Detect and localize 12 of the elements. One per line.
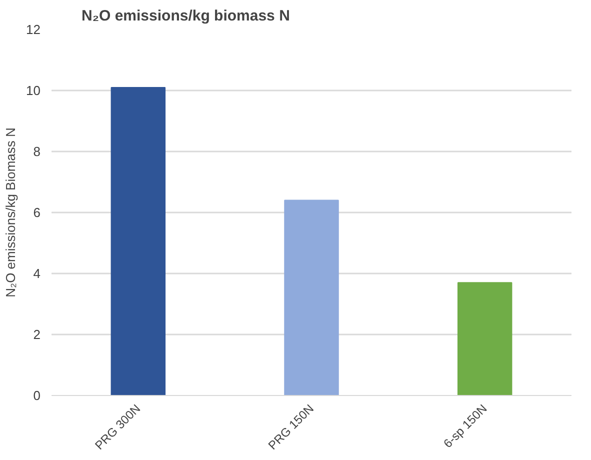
y-tick-label: 6 [33, 205, 41, 220]
y-tick-label: 8 [33, 144, 41, 159]
bar [110, 86, 166, 396]
bar [457, 282, 512, 396]
chart-title: N₂O emissions/kg biomass N [82, 8, 290, 24]
y-tick-label: 4 [33, 266, 41, 281]
y-tick-label: 0 [33, 388, 41, 403]
y-tick-label: 2 [33, 327, 41, 342]
y-tick-label: 12 [26, 22, 41, 37]
bar [284, 200, 339, 396]
y-axis-title: N₂O emissions/kg Biomass N [3, 128, 18, 298]
y-tick-label: 10 [26, 83, 41, 98]
